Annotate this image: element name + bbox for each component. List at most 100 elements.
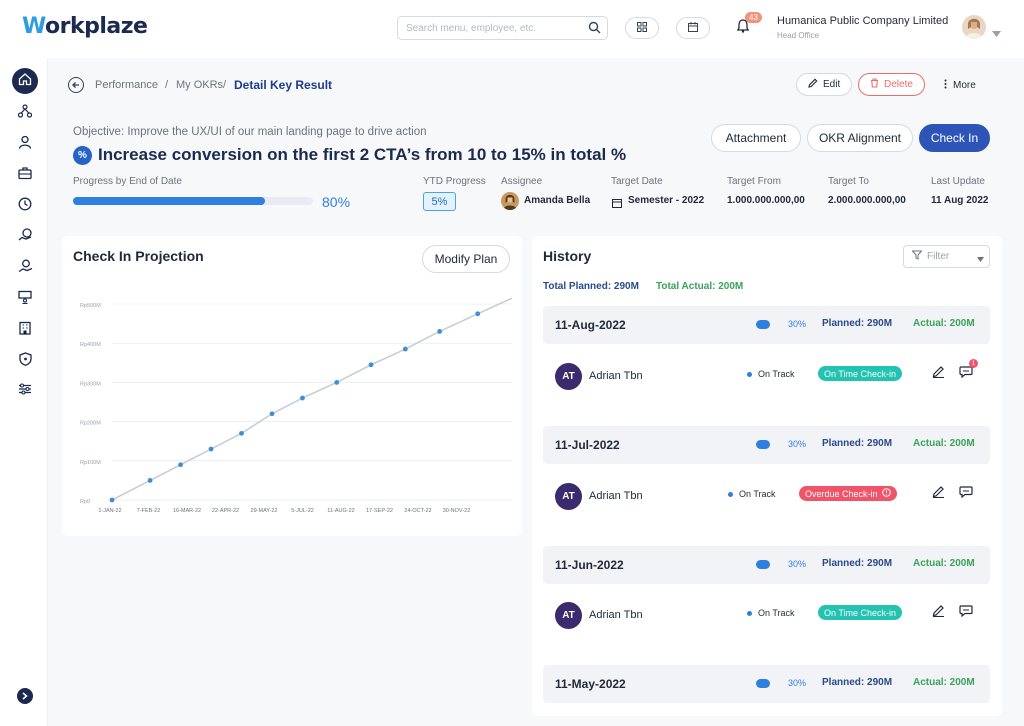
data-point xyxy=(147,478,153,483)
comment-icon[interactable] xyxy=(959,485,973,503)
data-point xyxy=(269,411,275,417)
calendar-button[interactable] xyxy=(676,17,710,39)
x-tick-label: 24-OCT-22 xyxy=(404,508,431,514)
objective-text: Objective: Improve the UX/UI of our main… xyxy=(73,126,427,138)
pencil-icon[interactable] xyxy=(932,485,945,503)
x-tick-label: 5-JUL-22 xyxy=(291,508,314,514)
user-avatar[interactable] xyxy=(962,15,986,39)
history-percent: 30% xyxy=(788,319,807,329)
total-planned: Total Planned: 290M xyxy=(543,281,639,292)
okr-alignment-button[interactable]: OKR Alignment xyxy=(807,124,913,152)
filter-select[interactable]: Filter xyxy=(903,245,990,268)
apps-grid-button[interactable] xyxy=(625,17,659,39)
comment-icon[interactable] xyxy=(959,604,973,622)
status-label: On Track xyxy=(758,369,795,379)
modify-plan-button[interactable]: Modify Plan xyxy=(422,245,510,273)
key-result-title: Increase conversion on the first 2 CTA’s… xyxy=(98,145,627,164)
breadcrumb-my-okrs[interactable]: My OKRs xyxy=(176,79,224,91)
progress-toggle xyxy=(756,560,770,569)
avatar: AT xyxy=(555,483,582,510)
sidebar-item-security[interactable] xyxy=(12,348,38,374)
history-entry-header[interactable]: 11-Jun-2022 30% Planned: 290M Actual: 20… xyxy=(543,546,990,584)
attachment-button[interactable]: Attachment xyxy=(711,124,801,152)
back-button[interactable] xyxy=(68,77,84,93)
x-tick-label: 16-MAR-22 xyxy=(173,508,201,514)
status-dot xyxy=(747,371,752,377)
ytd-progress-label: YTD Progress xyxy=(423,176,486,187)
x-tick-label: 11-AUG-22 xyxy=(327,508,354,514)
status-dot xyxy=(728,491,733,497)
trash-icon xyxy=(870,78,879,91)
sidebar-item-employee[interactable] xyxy=(12,131,38,157)
funnel-icon xyxy=(911,250,923,263)
history-date: 11-Aug-2022 xyxy=(555,318,626,332)
search-icon[interactable] xyxy=(588,21,601,39)
data-point xyxy=(239,430,244,436)
data-point xyxy=(178,462,183,468)
status-on-track: On Track xyxy=(747,608,795,618)
person-icon xyxy=(18,135,32,154)
sidebar-item-recruitment[interactable] xyxy=(12,162,38,188)
search-input[interactable] xyxy=(398,17,578,39)
expand-sidebar-button[interactable] xyxy=(17,688,33,704)
edit-button[interactable]: Edit xyxy=(796,73,853,96)
sidebar-item-time-attendance[interactable] xyxy=(12,193,38,219)
sidebar-item-facility[interactable] xyxy=(12,317,38,343)
projection-title: Check In Projection xyxy=(73,248,204,264)
history-date: 11-May-2022 xyxy=(555,677,626,691)
assignee-avatar xyxy=(501,192,519,210)
avatar: AT xyxy=(555,363,582,390)
progress-percent: 80% xyxy=(322,194,351,210)
data-point xyxy=(300,395,305,401)
history-checkin-row: AT Adrian Tbn On Track On Time Check-in … xyxy=(543,354,990,414)
x-tick-label: 7-FEB-22 xyxy=(137,508,161,514)
progress-bar-fill xyxy=(73,197,265,205)
history-entry-header[interactable]: 11-May-2022 30% Planned: 290M Actual: 20… xyxy=(543,665,990,703)
history-planned: Planned: 290M xyxy=(822,438,893,449)
workplaze-logo[interactable]: Workplaze xyxy=(22,14,148,39)
history-entry-header[interactable]: 11-Jul-2022 30% Planned: 290M Actual: 20… xyxy=(543,426,990,464)
progress-label: Progress by End of Date xyxy=(73,176,182,187)
sidebar-item-compensation[interactable] xyxy=(12,224,38,250)
projection-line-chart: Rp0 Rp100M Rp200M Rp300M Rp400M Rp500M 1-JAN-2… xyxy=(80,297,513,514)
data-point xyxy=(402,346,408,352)
history-entry-header[interactable]: 11-Aug-2022 30% Planned: 290M Actual: 20… xyxy=(543,306,990,344)
delete-label: Delete xyxy=(884,79,913,90)
data-point xyxy=(334,380,340,385)
company-name[interactable]: Humanica Public Company Limited xyxy=(777,15,949,27)
avatar: AT xyxy=(555,602,582,629)
assignee-name: Amanda Bella xyxy=(524,195,591,206)
history-title: History xyxy=(543,248,592,264)
chevron-right-icon xyxy=(22,687,28,705)
chevron-down-icon[interactable] xyxy=(992,24,1001,42)
delete-button[interactable]: Delete xyxy=(858,73,925,96)
sidebar-item-payroll[interactable] xyxy=(12,255,38,281)
status-label: On Track xyxy=(758,608,795,618)
logo-initial: W xyxy=(22,14,45,39)
y-tick-label: Rp300M xyxy=(80,381,101,387)
y-tick-label: Rp0 xyxy=(80,499,90,505)
target-from-label: Target From xyxy=(727,176,781,187)
assignee-label: Assignee xyxy=(501,176,543,187)
pencil-icon[interactable] xyxy=(932,604,945,622)
sidebar-item-training[interactable] xyxy=(12,286,38,312)
company-branch: Head Office xyxy=(777,31,820,40)
check-in-button[interactable]: Check In xyxy=(919,124,990,152)
checkin-user-name: Adrian Tbn xyxy=(589,490,643,502)
logo-text: orkplaze xyxy=(44,14,148,39)
status-dot xyxy=(747,610,752,616)
breadcrumb-performance[interactable]: Performance xyxy=(95,79,158,91)
history-date: 11-Jun-2022 xyxy=(555,558,624,572)
more-button[interactable]: More xyxy=(944,79,976,92)
pencil-icon[interactable] xyxy=(932,365,945,383)
sidebar-item-settings[interactable] xyxy=(12,378,38,404)
checkin-user-name: Adrian Tbn xyxy=(589,370,643,382)
history-checkin-row: AT Adrian Tbn On Track Overdue Check-in xyxy=(543,474,990,534)
percent-icon: % xyxy=(73,146,92,165)
x-tick-label: 17-SEP-22 xyxy=(366,508,393,514)
training-icon xyxy=(18,290,32,309)
sidebar-item-organization[interactable] xyxy=(12,100,38,126)
history-date: 11-Jul-2022 xyxy=(555,438,620,452)
sidebar-item-home[interactable] xyxy=(12,68,38,94)
shield-icon xyxy=(18,351,32,371)
